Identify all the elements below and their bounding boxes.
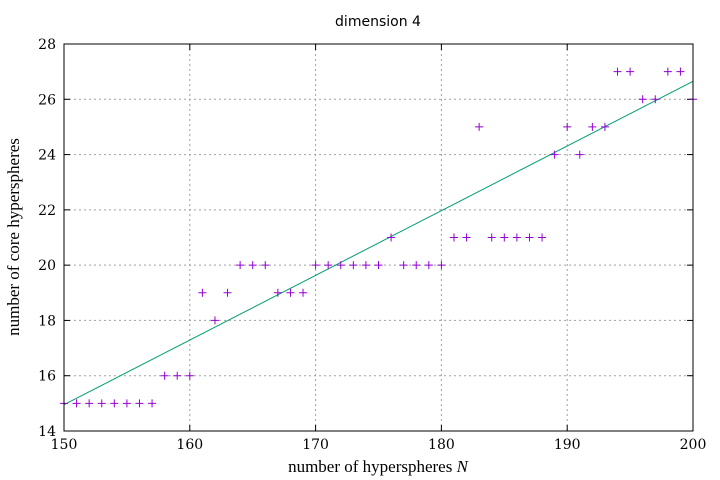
data-point-marker: [185, 371, 194, 380]
data-point-marker: [437, 261, 446, 270]
y-tick-label: 18: [38, 313, 56, 329]
data-point-marker: [324, 261, 333, 270]
y-tick-label: 22: [38, 203, 56, 219]
data-point-marker: [651, 95, 660, 104]
data-point-marker: [525, 233, 534, 242]
y-tick-label: 20: [38, 258, 56, 274]
x-axis-label-text: number of hyperspheres: [288, 457, 452, 476]
data-point-marker: [273, 288, 282, 297]
grid-layer: [64, 44, 693, 431]
data-point-marker: [563, 122, 572, 131]
data-point-marker: [299, 288, 308, 297]
data-point-marker: [500, 233, 509, 242]
data-point-marker: [110, 399, 119, 408]
plot-frame: [63, 43, 694, 432]
data-point-marker: [97, 399, 106, 408]
data-point-marker: [286, 288, 295, 297]
x-tick-label: 150: [51, 437, 78, 453]
data-point-marker: [160, 371, 169, 380]
data-point-marker: [122, 399, 131, 408]
data-point-marker: [462, 233, 471, 242]
data-point-marker: [487, 233, 496, 242]
data-point-marker: [173, 371, 182, 380]
x-tick-label: 200: [680, 437, 707, 453]
chart-title: dimension 4: [335, 14, 421, 30]
data-point-marker: [613, 67, 622, 76]
data-point-marker: [588, 122, 597, 131]
data-point-marker: [85, 399, 94, 408]
data-point-marker: [374, 261, 383, 270]
data-point-marker: [449, 233, 458, 242]
data-point-marker: [638, 95, 647, 104]
data-point-marker: [412, 261, 421, 270]
x-axis-label-variable: N: [456, 457, 470, 476]
data-point-marker: [72, 399, 81, 408]
x-axis-label: number of hyperspheres N: [288, 457, 470, 476]
data-point-marker: [336, 261, 345, 270]
data-point-marker: [387, 233, 396, 242]
data-point-marker: [311, 261, 320, 270]
data-point-marker: [538, 233, 547, 242]
data-point-marker: [512, 233, 521, 242]
y-axis-label: number of core hyperspheres: [4, 138, 23, 336]
data-point-marker: [475, 122, 484, 131]
y-tick-label: 16: [38, 369, 56, 385]
series-layer: [60, 67, 697, 408]
data-point-marker: [361, 261, 370, 270]
data-point-marker: [424, 261, 433, 270]
x-tick-label: 160: [176, 437, 203, 453]
data-point-marker: [349, 261, 358, 270]
data-point-marker: [198, 288, 207, 297]
data-point-marker: [663, 67, 672, 76]
data-point-marker: [135, 399, 144, 408]
data-point-marker: [600, 122, 609, 131]
data-point-marker: [676, 67, 685, 76]
data-point-marker: [148, 399, 157, 408]
fit-line: [63, 80, 694, 406]
data-point-marker: [210, 316, 219, 325]
x-tick-label: 170: [302, 437, 329, 453]
tick-layer: 150 160 170 180 190 200 14 16 18 20 22 24 26 28: [38, 37, 706, 453]
data-point-marker: [261, 261, 270, 270]
data-point-marker: [223, 288, 232, 297]
y-tick-label: 26: [38, 92, 56, 108]
data-point-marker: [399, 261, 408, 270]
y-tick-label: 24: [38, 148, 56, 164]
data-point-marker: [236, 261, 245, 270]
data-point-marker: [550, 150, 559, 159]
y-tick-label: 14: [38, 424, 56, 440]
x-tick-label: 190: [554, 437, 581, 453]
y-tick-label: 28: [38, 37, 56, 53]
data-point-marker: [575, 150, 584, 159]
x-tick-label: 180: [428, 437, 455, 453]
data-point-marker: [248, 261, 257, 270]
data-point-marker: [626, 67, 635, 76]
